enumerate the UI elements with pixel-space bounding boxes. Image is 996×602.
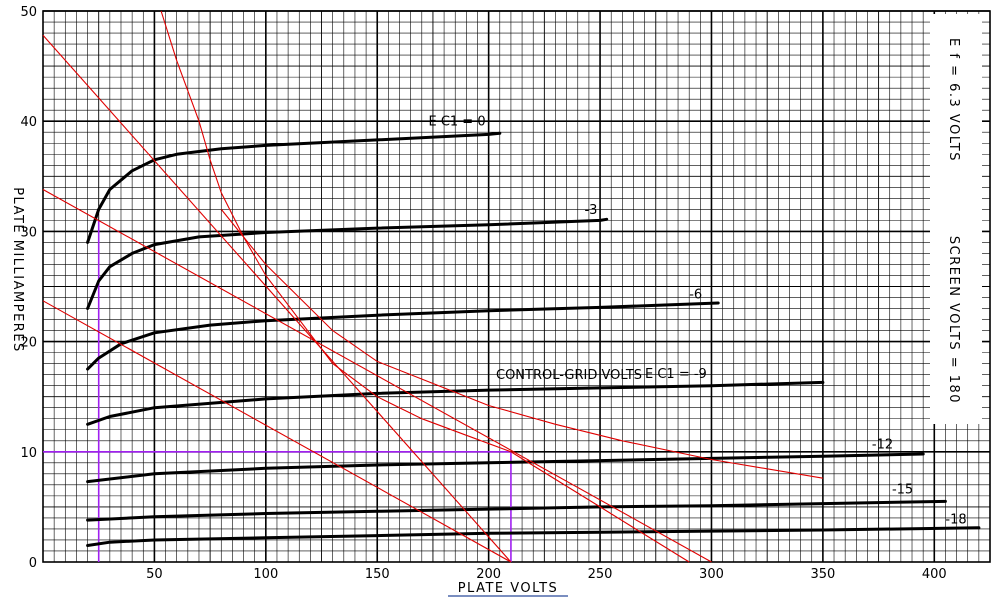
load-lines	[42, 10, 823, 563]
y-tick-label: 40	[20, 115, 37, 130]
plate-curve	[86, 380, 825, 426]
y-tick-label: 0	[29, 556, 37, 571]
y-tick-label: 20	[20, 336, 37, 351]
curve-labels: E C1 = 0 -3 E C1 = -9 -6 -12 -15 -18	[428, 115, 966, 528]
curve-label: -12	[872, 437, 893, 452]
curve-label: -15	[892, 483, 913, 498]
load-line	[42, 34, 512, 563]
side-label-panel	[930, 14, 982, 424]
plate-curve	[86, 526, 981, 547]
screen-voltage-label: SCREEN VOLTS = 180	[946, 236, 961, 404]
x-tick-label: 50	[146, 567, 163, 582]
tick-labels: 50 100 150 200 250 300 350 400 0 10 20 30 40 50	[20, 5, 946, 582]
minor-grid	[43, 11, 991, 562]
heater-voltage-label: E f = 6.3 VOLTS	[946, 38, 961, 162]
load-line	[42, 189, 712, 563]
curve-label: -18	[945, 512, 966, 527]
x-tick-label: 250	[588, 567, 613, 582]
plate-curves	[86, 131, 981, 547]
x-tick-label: 400	[922, 567, 947, 582]
load-line	[42, 300, 512, 563]
y-tick-label: 10	[20, 446, 37, 461]
x-tick-label: 300	[699, 567, 724, 582]
y-tick-label: 30	[20, 225, 37, 240]
control-grid-volts-label: CONTROL-GRID VOLTS	[496, 368, 642, 383]
plate-curve	[86, 499, 947, 522]
plate-curve	[86, 217, 609, 310]
plate-curve	[86, 452, 925, 484]
plate-curve	[86, 301, 720, 371]
plot-frame	[42, 10, 991, 563]
curve-label: E C1 = 0	[428, 115, 485, 130]
curve-label: -3	[584, 203, 597, 218]
x-tick-label: 200	[476, 567, 501, 582]
reference-lines	[43, 220, 512, 562]
y-tick-label: 50	[20, 5, 37, 20]
load-line	[220, 209, 823, 479]
curve-label: -6	[689, 288, 702, 303]
y-axis-title: PLATE MILLIAMPERES	[10, 187, 25, 353]
plate-curve	[86, 131, 502, 244]
x-tick-label: 150	[365, 567, 390, 582]
x-axis-title: PLATE VOLTS	[458, 581, 559, 596]
x-tick-label: 100	[253, 567, 278, 582]
x-tick-label: 350	[810, 567, 835, 582]
load-line	[160, 10, 690, 563]
curve-label: E C1 = -9	[645, 367, 707, 382]
